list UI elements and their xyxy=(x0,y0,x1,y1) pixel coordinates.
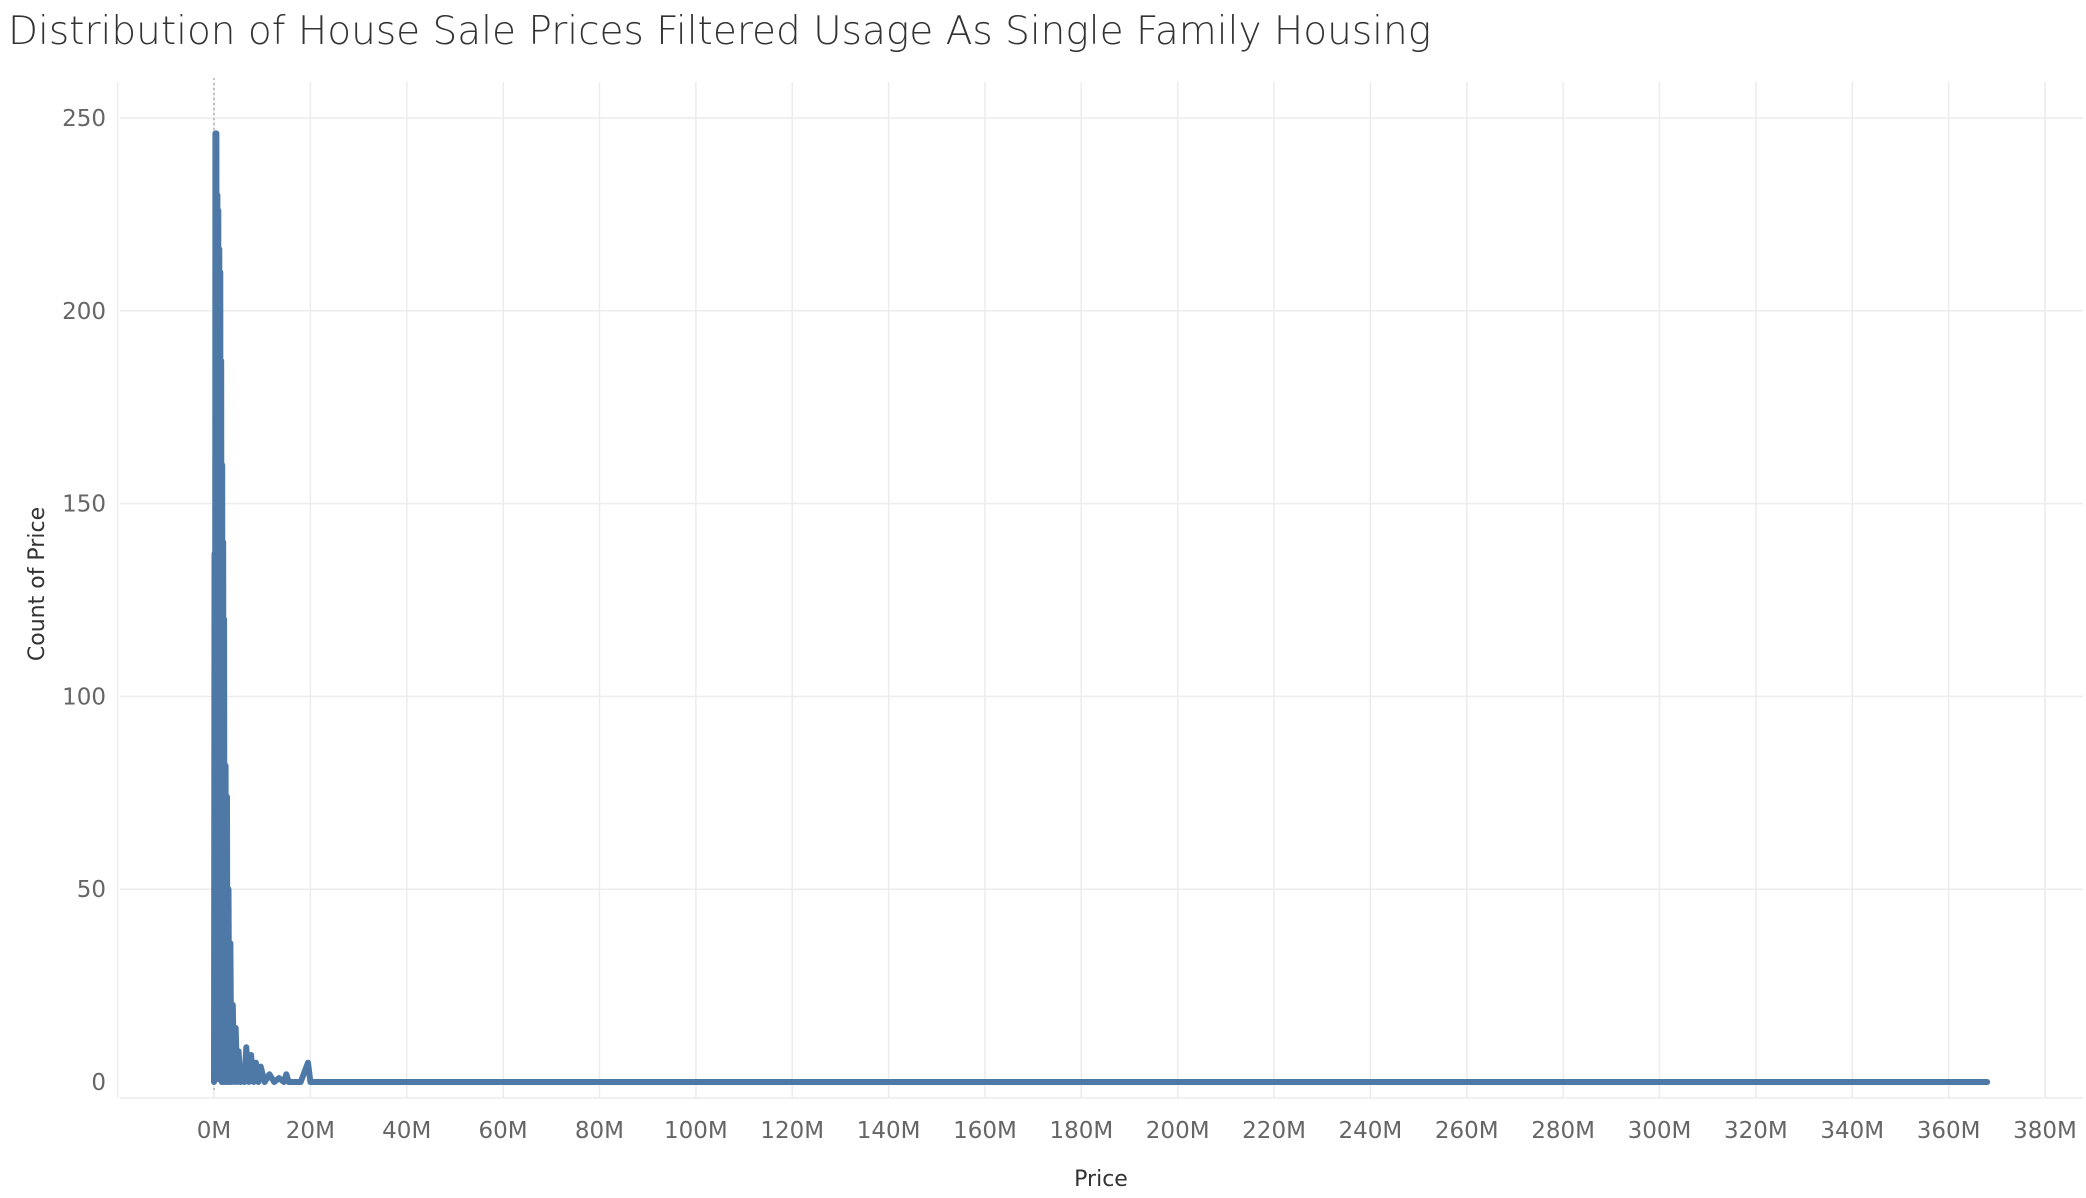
chart-title: Distribution of House Sale Prices Filter… xyxy=(8,9,1431,54)
x-tick-label: 100M xyxy=(664,1118,728,1144)
x-tick-label: 0M xyxy=(197,1118,231,1144)
y-tick-label: 150 xyxy=(62,492,106,518)
y-tick-label: 50 xyxy=(77,877,106,903)
x-tick-label: 60M xyxy=(479,1118,528,1144)
x-tick-label: 220M xyxy=(1242,1118,1306,1144)
x-tick-label: 200M xyxy=(1146,1118,1210,1144)
x-tick-label: 280M xyxy=(1531,1118,1595,1144)
x-tick-label: 80M xyxy=(575,1118,624,1144)
x-tick-label: 300M xyxy=(1628,1118,1692,1144)
y-tick-label: 200 xyxy=(62,299,106,325)
x-axis-ticks: 0M 20M 40M 60M 80M 100M 120M 140M 160M 180M 200M 22… xyxy=(197,1118,2077,1144)
y-tick-label: 0 xyxy=(91,1070,106,1096)
x-tick-label: 340M xyxy=(1820,1118,1884,1144)
x-tick-label: 360M xyxy=(1917,1118,1981,1144)
x-axis-label: Price xyxy=(1074,1167,1128,1192)
x-tick-label: 260M xyxy=(1435,1118,1499,1144)
y-axis-label: Count of Price xyxy=(25,507,50,661)
x-tick-label: 180M xyxy=(1049,1118,1113,1144)
series-line xyxy=(211,130,1991,1085)
grid xyxy=(116,82,2083,1099)
y-tick-label: 100 xyxy=(62,684,106,710)
x-tick-label: 240M xyxy=(1339,1118,1403,1144)
x-tick-label: 160M xyxy=(953,1118,1017,1144)
x-tick-label: 20M xyxy=(286,1118,335,1144)
x-tick-label: 140M xyxy=(857,1118,921,1144)
x-tick-label: 320M xyxy=(1724,1118,1788,1144)
x-tick-label: 380M xyxy=(2013,1118,2077,1144)
y-tick-label: 250 xyxy=(62,106,106,132)
x-tick-label: 120M xyxy=(760,1118,824,1144)
x-tick-label: 40M xyxy=(382,1118,431,1144)
y-axis-ticks: 0 50 100 150 200 250 xyxy=(62,106,106,1096)
